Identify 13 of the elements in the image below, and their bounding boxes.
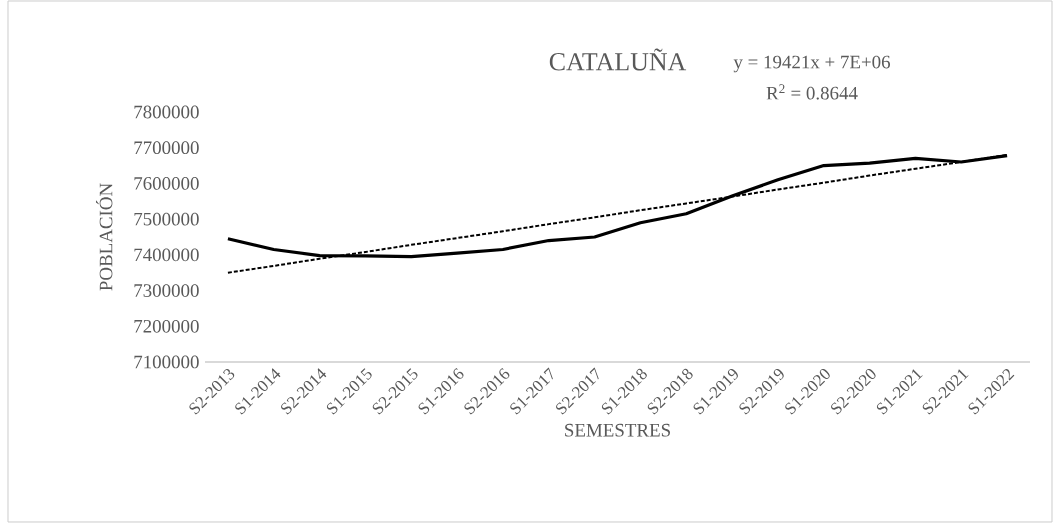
y-tick-label: 7100000 bbox=[134, 355, 199, 369]
y-tick-label: 7500000 bbox=[134, 212, 199, 226]
y-tick-label: 7400000 bbox=[134, 248, 199, 262]
text: y = 19421x + 7E+06 bbox=[733, 55, 891, 73]
chart-title: CATALUÑA bbox=[549, 48, 687, 71]
y-axis-title: POBLACIÓN bbox=[95, 183, 113, 291]
y-tick-label: 7700000 bbox=[134, 141, 199, 155]
y-tick-label: 7600000 bbox=[134, 177, 199, 190]
text: R$^{2}$ = 0.8644 bbox=[766, 84, 858, 100]
y-tick-label: 7800000 bbox=[134, 105, 199, 119]
y-tick-label: 7300000 bbox=[134, 284, 199, 297]
y-tick-label: 7200000 bbox=[134, 319, 199, 333]
x-axis-title: SEMESTRES bbox=[565, 423, 670, 437]
